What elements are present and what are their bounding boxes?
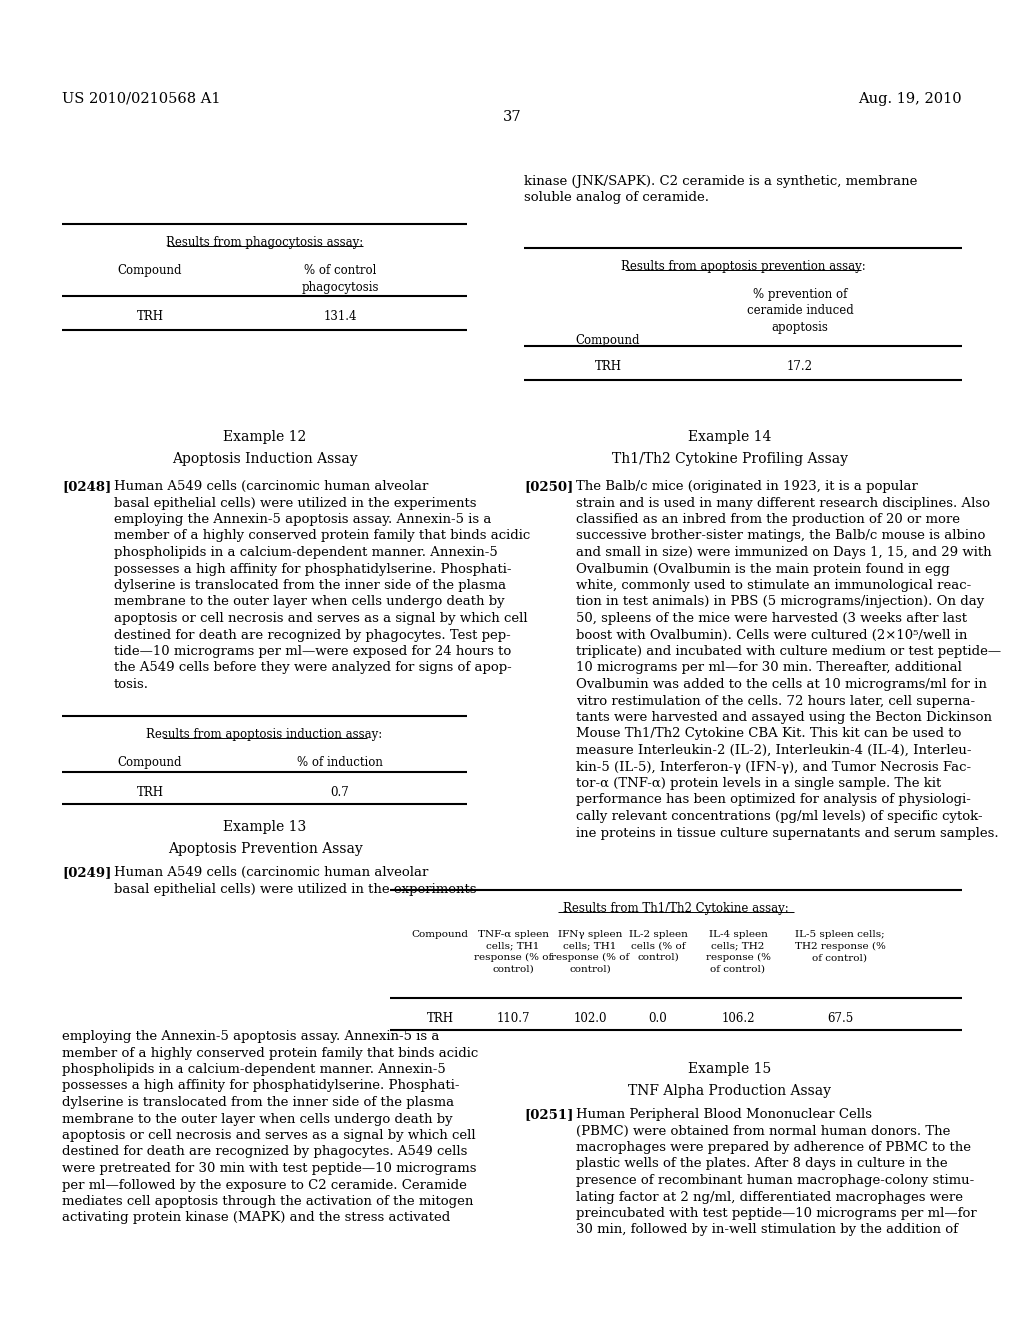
Text: Human A549 cells (carcinomic human alveolar
basal epithelial cells) were utilize: Human A549 cells (carcinomic human alveo… bbox=[114, 480, 530, 690]
Text: IFNγ spleen
cells; TH1
response (% of
control): IFNγ spleen cells; TH1 response (% of co… bbox=[551, 931, 629, 974]
Text: Compound: Compound bbox=[575, 334, 640, 347]
Text: Results from Th1/Th2 Cytokine assay:: Results from Th1/Th2 Cytokine assay: bbox=[563, 902, 788, 915]
Text: Results from apoptosis induction assay:: Results from apoptosis induction assay: bbox=[146, 729, 383, 741]
Text: Example 14: Example 14 bbox=[688, 430, 772, 444]
Text: 67.5: 67.5 bbox=[826, 1012, 853, 1026]
Text: 37: 37 bbox=[503, 110, 521, 124]
Text: 0.7: 0.7 bbox=[331, 785, 349, 799]
Text: [0249]: [0249] bbox=[62, 866, 112, 879]
Text: 110.7: 110.7 bbox=[497, 1012, 529, 1026]
Text: Compound: Compound bbox=[118, 264, 182, 277]
Text: [0251]: [0251] bbox=[524, 1107, 573, 1121]
Text: TRH: TRH bbox=[136, 310, 164, 323]
Text: IL-2 spleen
cells (% of
control): IL-2 spleen cells (% of control) bbox=[629, 931, 687, 962]
Text: Human A549 cells (carcinomic human alveolar
basal epithelial cells) were utilize: Human A549 cells (carcinomic human alveo… bbox=[114, 866, 476, 895]
Text: US 2010/0210568 A1: US 2010/0210568 A1 bbox=[62, 92, 220, 106]
Text: kinase (JNK/SAPK). C2 ceramide is a synthetic, membrane
soluble analog of cerami: kinase (JNK/SAPK). C2 ceramide is a synt… bbox=[524, 176, 918, 205]
Text: 17.2: 17.2 bbox=[787, 360, 813, 374]
Text: 106.2: 106.2 bbox=[721, 1012, 755, 1026]
Text: Th1/Th2 Cytokine Profiling Assay: Th1/Th2 Cytokine Profiling Assay bbox=[612, 451, 848, 466]
Text: Example 12: Example 12 bbox=[223, 430, 306, 444]
Text: 102.0: 102.0 bbox=[573, 1012, 607, 1026]
Text: [0248]: [0248] bbox=[62, 480, 112, 492]
Text: Compound: Compound bbox=[412, 931, 469, 939]
Text: IL-4 spleen
cells; TH2
response (%
of control): IL-4 spleen cells; TH2 response (% of co… bbox=[706, 931, 770, 974]
Text: 0.0: 0.0 bbox=[648, 1012, 668, 1026]
Text: TNF Alpha Production Assay: TNF Alpha Production Assay bbox=[629, 1084, 831, 1098]
Text: The Balb/c mice (originated in 1923, it is a popular
strain and is used in many : The Balb/c mice (originated in 1923, it … bbox=[575, 480, 1001, 840]
Text: Aug. 19, 2010: Aug. 19, 2010 bbox=[858, 92, 962, 106]
Text: [0250]: [0250] bbox=[524, 480, 573, 492]
Text: TRH: TRH bbox=[427, 1012, 454, 1026]
Text: Compound: Compound bbox=[118, 756, 182, 770]
Text: TRH: TRH bbox=[595, 360, 622, 374]
Text: % of control
phagocytosis: % of control phagocytosis bbox=[301, 264, 379, 293]
Text: IL-5 spleen cells;
TH2 response (%
of control): IL-5 spleen cells; TH2 response (% of co… bbox=[795, 931, 886, 962]
Text: Example 15: Example 15 bbox=[688, 1063, 772, 1076]
Text: Example 13: Example 13 bbox=[223, 820, 306, 834]
Text: TNF-α spleen
cells; TH1
response (% of
control): TNF-α spleen cells; TH1 response (% of c… bbox=[474, 931, 552, 974]
Text: Results from phagocytosis assay:: Results from phagocytosis assay: bbox=[166, 236, 364, 249]
Text: Human Peripheral Blood Mononuclear Cells
(PBMC) were obtained from normal human : Human Peripheral Blood Mononuclear Cells… bbox=[575, 1107, 977, 1237]
Text: Apoptosis Prevention Assay: Apoptosis Prevention Assay bbox=[168, 842, 362, 855]
Text: Apoptosis Induction Assay: Apoptosis Induction Assay bbox=[172, 451, 357, 466]
Text: Results from apoptosis prevention assay:: Results from apoptosis prevention assay: bbox=[621, 260, 865, 273]
Text: % of induction: % of induction bbox=[297, 756, 383, 770]
Text: employing the Annexin-5 apoptosis assay. Annexin-5 is a
member of a highly conse: employing the Annexin-5 apoptosis assay.… bbox=[62, 1030, 478, 1225]
Text: % prevention of
ceramide induced
apoptosis: % prevention of ceramide induced apoptos… bbox=[746, 288, 853, 334]
Text: TRH: TRH bbox=[136, 785, 164, 799]
Text: 131.4: 131.4 bbox=[324, 310, 356, 323]
